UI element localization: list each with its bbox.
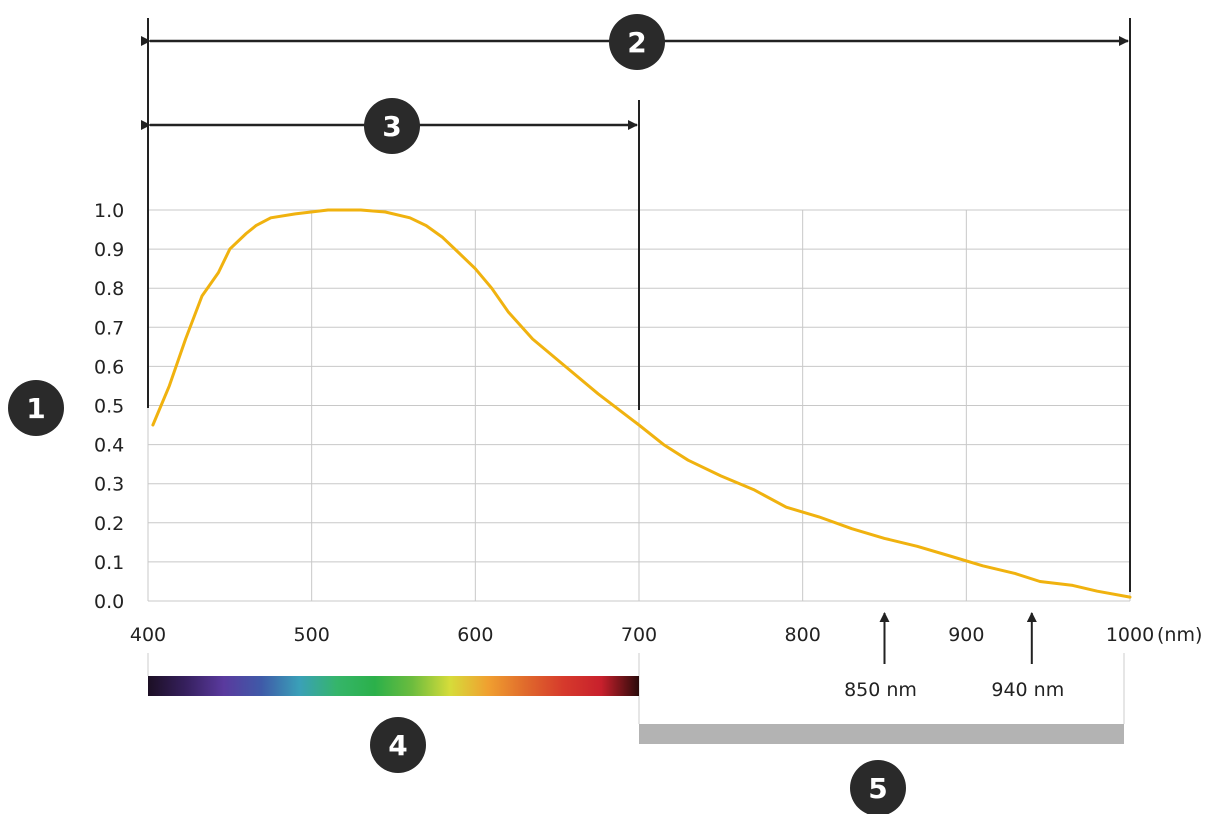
y-tick-label: 0.9 bbox=[94, 239, 124, 261]
y-tick-label: 0.8 bbox=[94, 278, 124, 300]
numbered-markers: 1 2 3 4 5 bbox=[8, 14, 906, 814]
x-tick-label: 600 bbox=[457, 624, 493, 646]
marker-circle bbox=[850, 760, 906, 814]
marker-number: 1 bbox=[26, 392, 45, 425]
y-tick-label: 0.6 bbox=[94, 356, 124, 378]
x-tick-label: 800 bbox=[785, 624, 821, 646]
marker-5: 5 bbox=[850, 760, 906, 814]
marker-2: 2 bbox=[609, 14, 665, 70]
y-tick-label: 0.2 bbox=[94, 513, 124, 535]
marker-1: 1 bbox=[8, 380, 64, 436]
y-tick-label: 1.0 bbox=[94, 200, 124, 222]
marker-number: 3 bbox=[382, 110, 401, 143]
wavelength-label: 850 nm bbox=[844, 679, 917, 701]
visible-spectrum-bar bbox=[148, 676, 639, 696]
marker-number: 4 bbox=[388, 729, 407, 762]
sensitivity-curve bbox=[151, 208, 1132, 599]
marker-3: 3 bbox=[364, 98, 420, 154]
wavelength-annotations: 850 nm 940 nm bbox=[844, 612, 1064, 701]
marker-circle bbox=[364, 98, 420, 154]
marker-number: 5 bbox=[868, 772, 887, 805]
spectrum-bands bbox=[147, 653, 1125, 744]
y-tick-label: 0.5 bbox=[94, 396, 124, 418]
x-tick-label: 400 bbox=[130, 624, 166, 646]
marker-circle bbox=[370, 717, 426, 773]
near-infrared-bar bbox=[639, 724, 1124, 744]
marker-4: 4 bbox=[370, 717, 426, 773]
marker-number: 2 bbox=[627, 26, 646, 59]
marker-circle bbox=[8, 380, 64, 436]
y-tick-label: 0.3 bbox=[94, 474, 124, 496]
y-tick-label: 0.4 bbox=[94, 435, 124, 457]
y-tick-label: 0.7 bbox=[94, 317, 124, 339]
x-axis-ticks: 400 500 600 700 800 900 1000 bbox=[130, 624, 1154, 646]
y-tick-label: 0.0 bbox=[94, 591, 124, 613]
x-tick-label: 500 bbox=[294, 624, 330, 646]
x-tick-label: 700 bbox=[621, 624, 657, 646]
series bbox=[151, 208, 1132, 599]
y-tick-label: 0.1 bbox=[94, 552, 124, 574]
x-tick-label: 900 bbox=[948, 624, 984, 646]
marker-circle bbox=[609, 14, 665, 70]
x-axis-unit: (nm) bbox=[1157, 624, 1202, 646]
y-axis-ticks: 0.0 0.1 0.2 0.3 0.4 0.5 0.6 0.7 0.8 0.9 1.0 bbox=[94, 200, 124, 613]
x-tick-label: 1000 bbox=[1106, 624, 1154, 646]
wavelength-label: 940 nm bbox=[991, 679, 1064, 701]
